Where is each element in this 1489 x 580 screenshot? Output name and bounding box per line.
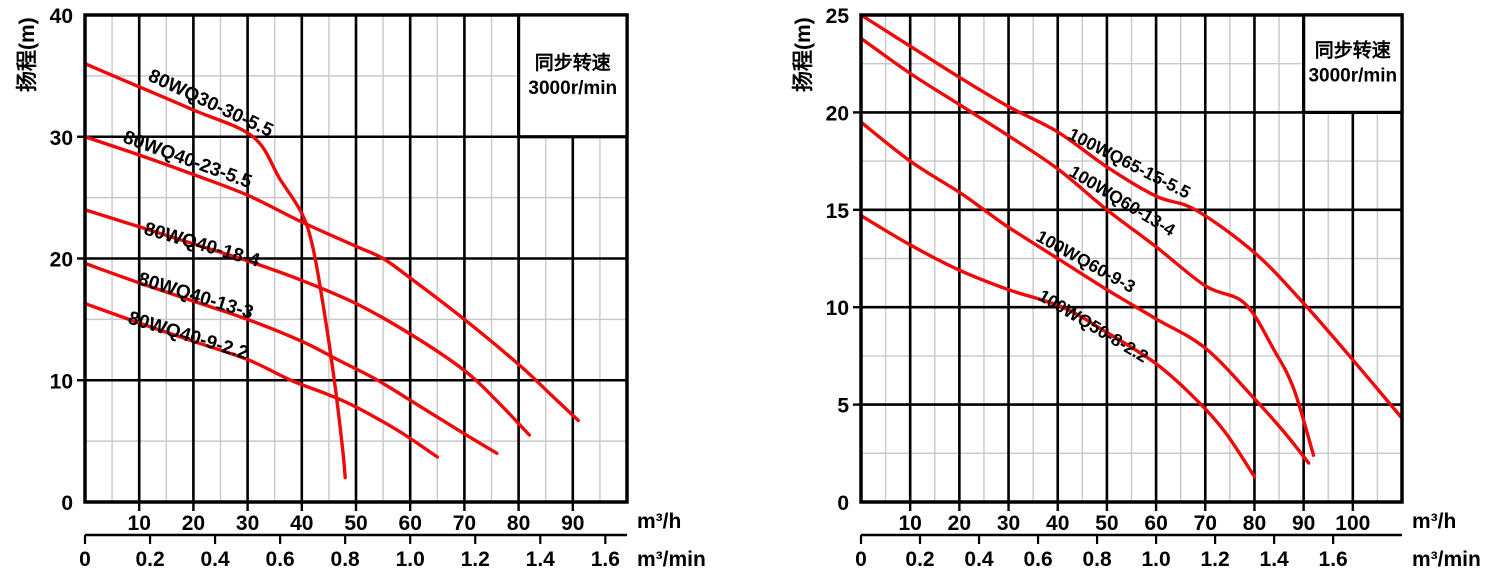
x-tick-label: 50 [344,512,367,535]
plot-border [83,13,629,504]
x2-tick-label: 0.2 [905,548,934,571]
x-tick-label: 50 [1095,512,1118,535]
y-tick-labels: 0 5 10 15 20 25 [826,5,850,515]
pump-curve [83,62,347,480]
y-tick-label: 30 [50,127,73,150]
x2-tick-label: 1.4 [526,548,556,571]
curves [859,13,1404,479]
x2-tick-label: 0.4 [964,548,994,571]
pump-curve [83,135,580,423]
pump-curve [83,208,532,437]
legend-rpm-value: 3000r/min [528,78,617,99]
x-tick-label: 20 [948,512,971,535]
y-tick-label: 10 [50,370,73,393]
pump-curve [859,120,1311,465]
x-tick-label: 80 [507,512,530,535]
flow-hour-unit-label: m³/h [1412,510,1456,533]
x2-tick-label: 1.6 [591,548,620,571]
x-tick-label: 40 [1046,512,1069,535]
x2-tick-label: 0.8 [1082,548,1112,571]
y-tick-label: 0 [837,492,849,515]
x-tick-label: 20 [182,512,205,535]
secondary-axis: 0 0.2 0.4 0.6 0.8 1.0 1.2 1.4 1.6 [855,533,1402,571]
head-axis-label: 扬程(m) [792,17,815,92]
pump-curve [859,36,1316,457]
flow-hour-unit-label: m³/h [637,510,681,533]
x2-tick-label: 1.2 [461,548,490,571]
grid-major [85,15,627,502]
y-tick-label: 10 [826,297,849,320]
legend: 同步转速 3000r/min [516,13,629,139]
legend-box [516,13,629,139]
x2-tick-label: 1.6 [1319,548,1348,571]
pump-curve [859,213,1257,479]
axis-unit-labels: m³/h m³/min [1412,510,1481,571]
x-tick-label: 70 [453,512,476,535]
x-tick-label: 80 [1243,512,1266,535]
y-tick-labels: 0 10 20 30 40 [50,5,73,515]
x2-tick-label: 1.4 [1260,548,1290,571]
legend-sync-speed-label: 同步转速 [535,51,611,74]
axis-unit-labels: m³/h m³/min [637,510,706,571]
x2-tick-label: 0.6 [1023,548,1052,571]
y-tick-label: 20 [50,249,73,272]
curve-label: 100WQ60-9-3 [1033,226,1139,297]
x-tick-label: 60 [1144,512,1167,535]
x2-tick-label: 1.0 [1141,548,1170,571]
legend-rpm-value: 3000r/min [1308,66,1397,87]
y-tick-label: 40 [50,5,73,28]
x-tick-label: 10 [899,512,922,535]
x2-tick-label: 0 [79,548,91,571]
pump-curve [859,13,1404,420]
y-tick-label: 15 [826,200,850,223]
y-tick-label: 20 [826,102,849,125]
legend: 同步转速 3000r/min [1302,13,1404,115]
pump-curve [83,261,499,455]
x2-tick-label: 0.8 [331,548,361,571]
curve-label: 80WQ30-30-5.5 [145,65,277,141]
plot-border [859,13,1404,504]
x-tick-label: 40 [290,512,313,535]
x2-tick-label: 0.2 [135,548,164,571]
legend-box [1302,13,1404,115]
x-tick-label: 10 [128,512,151,535]
x-tick-labels: 10 20 30 40 50 60 70 80 90 [128,512,585,535]
y-tick-label: 25 [826,5,850,28]
x-tick-label: 100 [1335,512,1370,535]
curves [83,62,580,480]
x-tick-label: 90 [561,512,584,535]
x2-tick-label: 0 [855,548,867,571]
x-tick-label: 90 [1292,512,1315,535]
pump-curve [83,301,439,459]
y-tick-label: 5 [837,395,849,418]
legend-sync-speed-label: 同步转速 [1315,39,1391,62]
chart: 100WQ65-15-5.5100WQ60-13-4100WQ60-9-3100… [792,5,1481,571]
flow-min-unit-label: m³/min [1412,548,1481,571]
chart: 80WQ30-30-5.580WQ40-23-5.580WQ40-18-480W… [16,5,706,571]
curve-label: 100WQ50-8-2.2 [1035,285,1152,366]
x-tick-label: 30 [236,512,259,535]
x2-tick-label: 1.0 [396,548,425,571]
x2-tick-label: 1.2 [1201,548,1230,571]
y-tick-label: 0 [61,492,73,515]
x-tick-labels: 10 20 30 40 50 60 70 80 90 100 [899,512,1371,535]
secondary-axis: 0 0.2 0.4 0.6 0.8 1.0 1.2 1.4 1.6 [79,533,627,571]
x-tick-label: 70 [1194,512,1217,535]
head-axis-label: 扬程(m) [16,17,39,92]
flow-min-unit-label: m³/min [637,548,706,571]
curve-label: 80WQ40-18-4 [142,219,263,272]
x2-tick-label: 0.6 [266,548,295,571]
x-tick-label: 60 [399,512,422,535]
x-tick-label: 30 [997,512,1020,535]
x2-tick-label: 0.4 [200,548,230,571]
